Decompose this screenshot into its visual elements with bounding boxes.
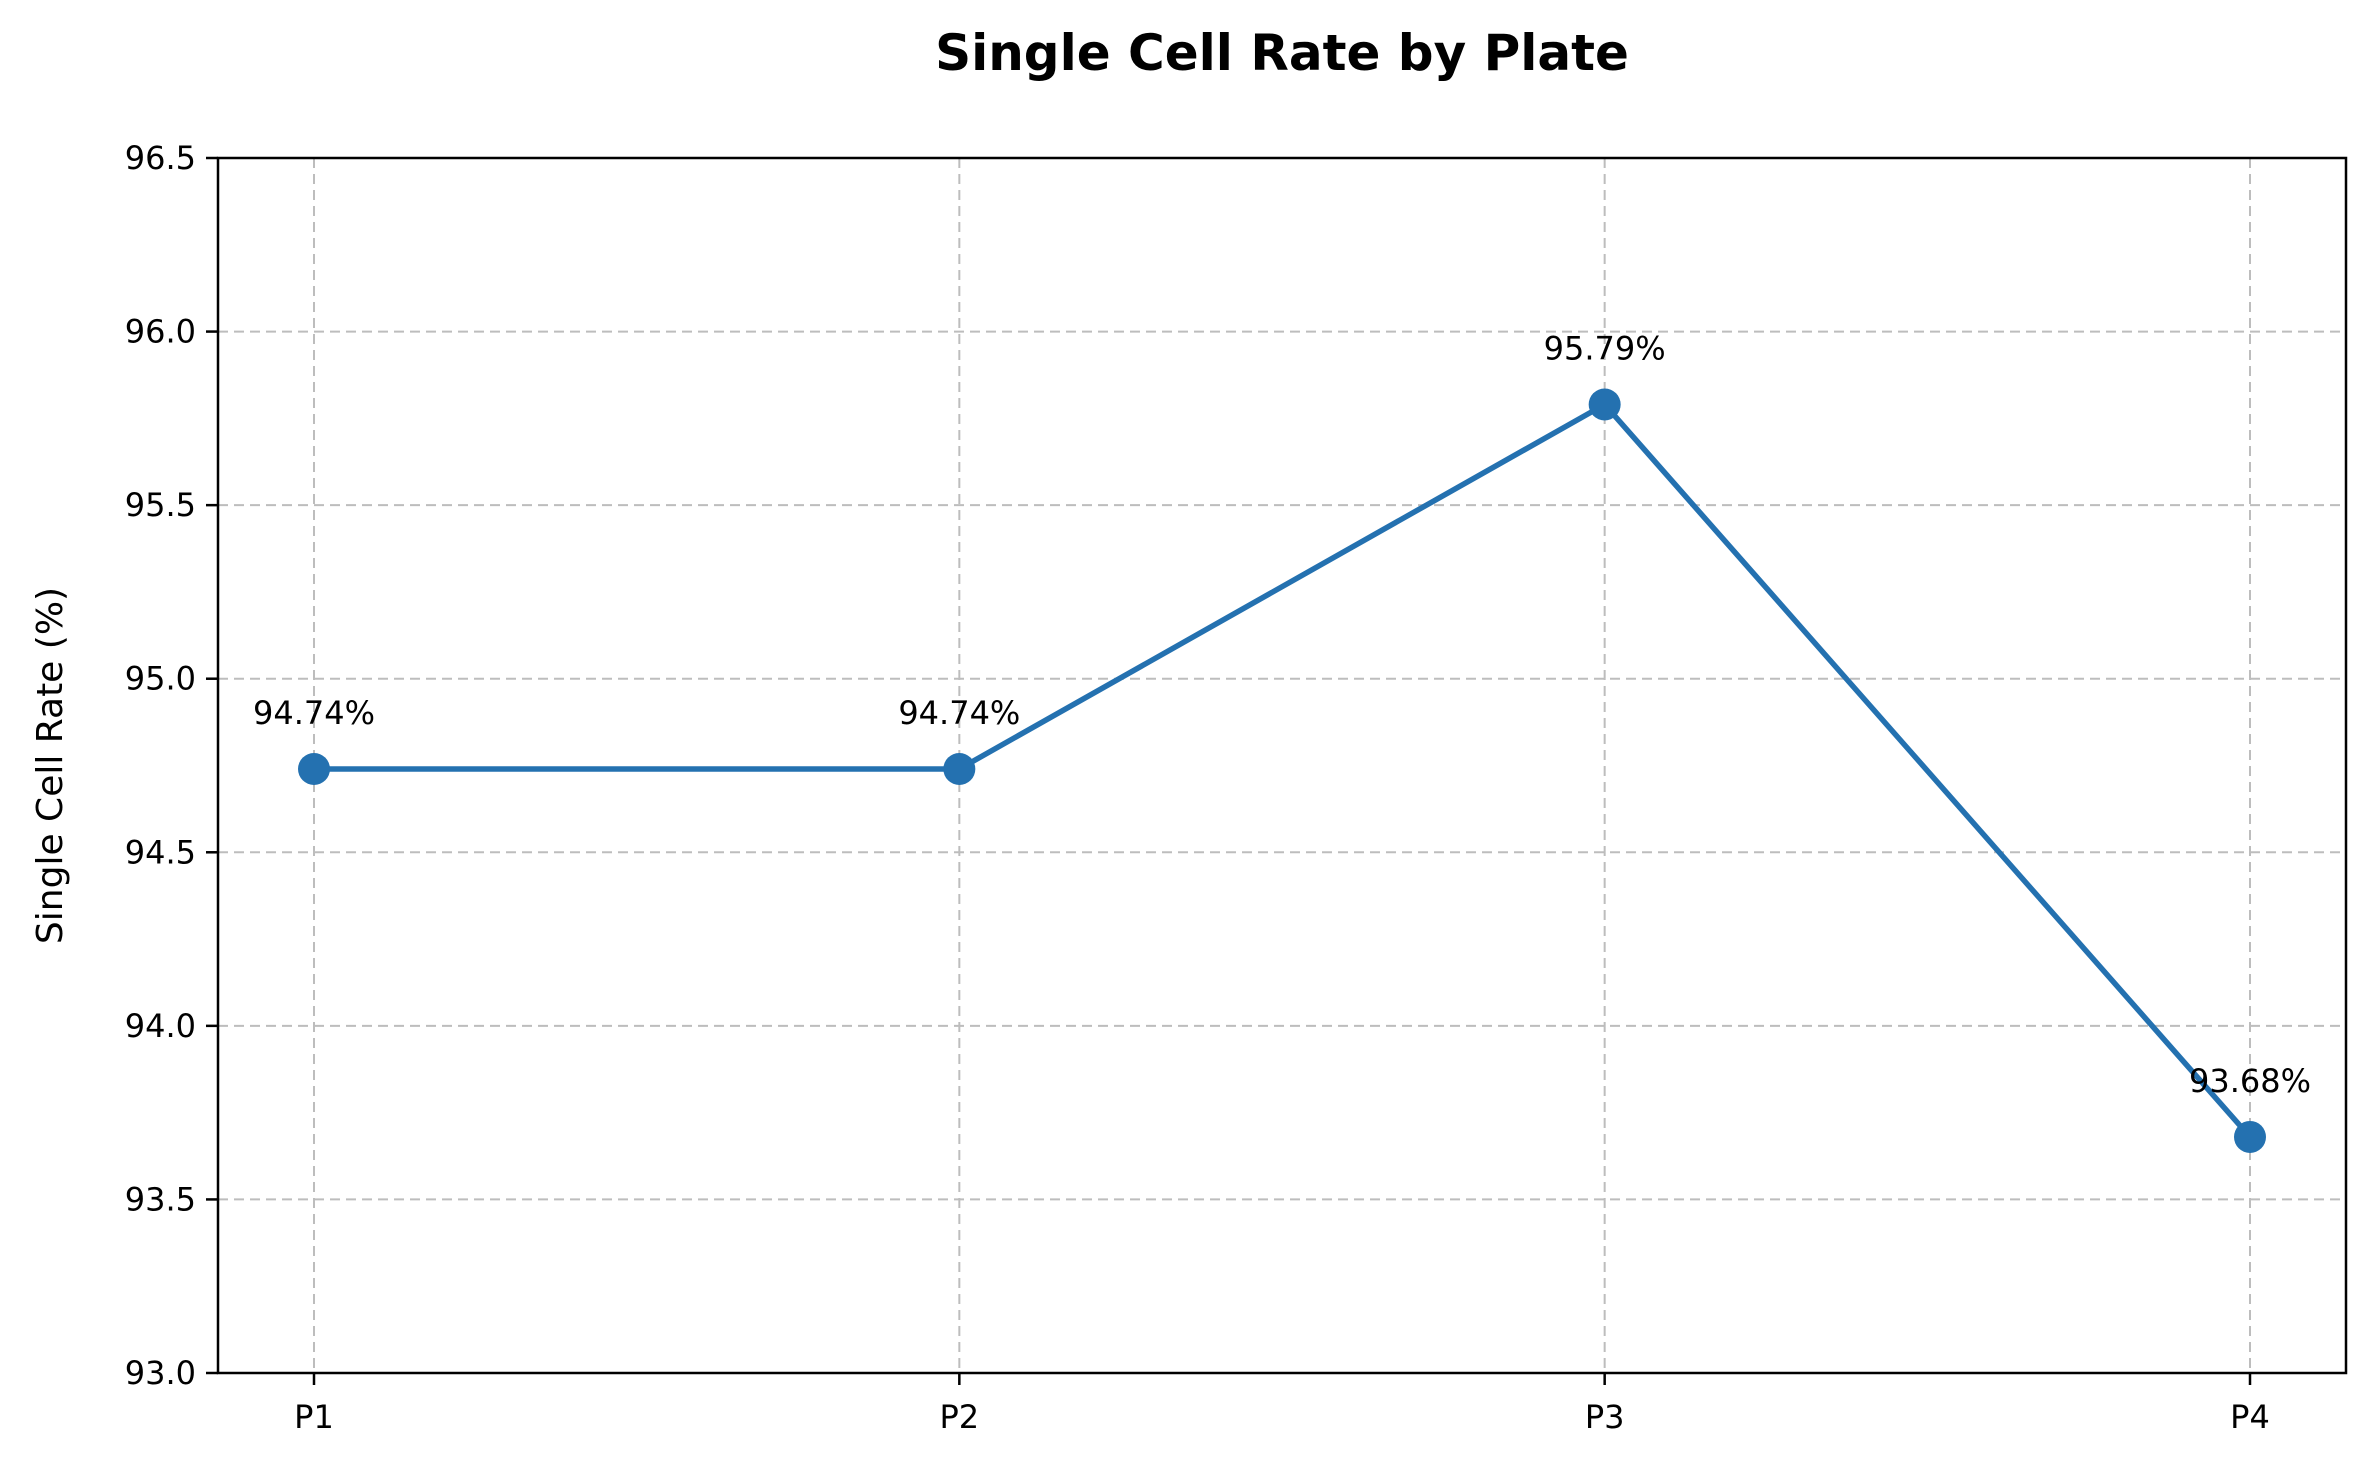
axes bbox=[206, 156, 2348, 1385]
y-axis-label: Single Cell Rate (%) bbox=[30, 587, 71, 944]
y-tick-label: 95.5 bbox=[125, 486, 196, 524]
data-point bbox=[1588, 388, 1621, 421]
x-tick-label: P1 bbox=[294, 1398, 334, 1436]
y-tick-label: 93.0 bbox=[125, 1354, 196, 1392]
data-point bbox=[298, 752, 330, 785]
y-tick-label: 94.5 bbox=[125, 833, 196, 871]
x-tick-label: P4 bbox=[2230, 1398, 2270, 1436]
y-tick-label: 96.5 bbox=[125, 139, 196, 177]
y-tick-label: 94.0 bbox=[125, 1007, 196, 1045]
plot-frame bbox=[216, 156, 2348, 1375]
chart-title: Single Cell Rate by Plate bbox=[935, 24, 1629, 82]
series-line bbox=[311, 401, 2253, 1140]
grid bbox=[218, 157, 2346, 1374]
data-point bbox=[2234, 1120, 2266, 1153]
x-tick-label: P2 bbox=[940, 1398, 980, 1436]
data-point bbox=[943, 752, 976, 785]
series-layer bbox=[298, 388, 2266, 1153]
y-tick-label: 95.0 bbox=[125, 660, 196, 698]
labels: 93.0 93.5 94.0 94.5 95.0 95.5 96.0 96.5 P1 P2 P3 P4… bbox=[30, 24, 2311, 1436]
data-label: 95.79% bbox=[1544, 329, 1666, 367]
y-tick-label: 96.0 bbox=[125, 313, 196, 351]
data-label: 94.74% bbox=[253, 694, 375, 732]
data-label: 94.74% bbox=[898, 694, 1020, 732]
y-tick-label: 93.5 bbox=[125, 1180, 196, 1218]
x-tick-label: P3 bbox=[1585, 1398, 1625, 1436]
data-label: 93.68% bbox=[2189, 1062, 2311, 1100]
